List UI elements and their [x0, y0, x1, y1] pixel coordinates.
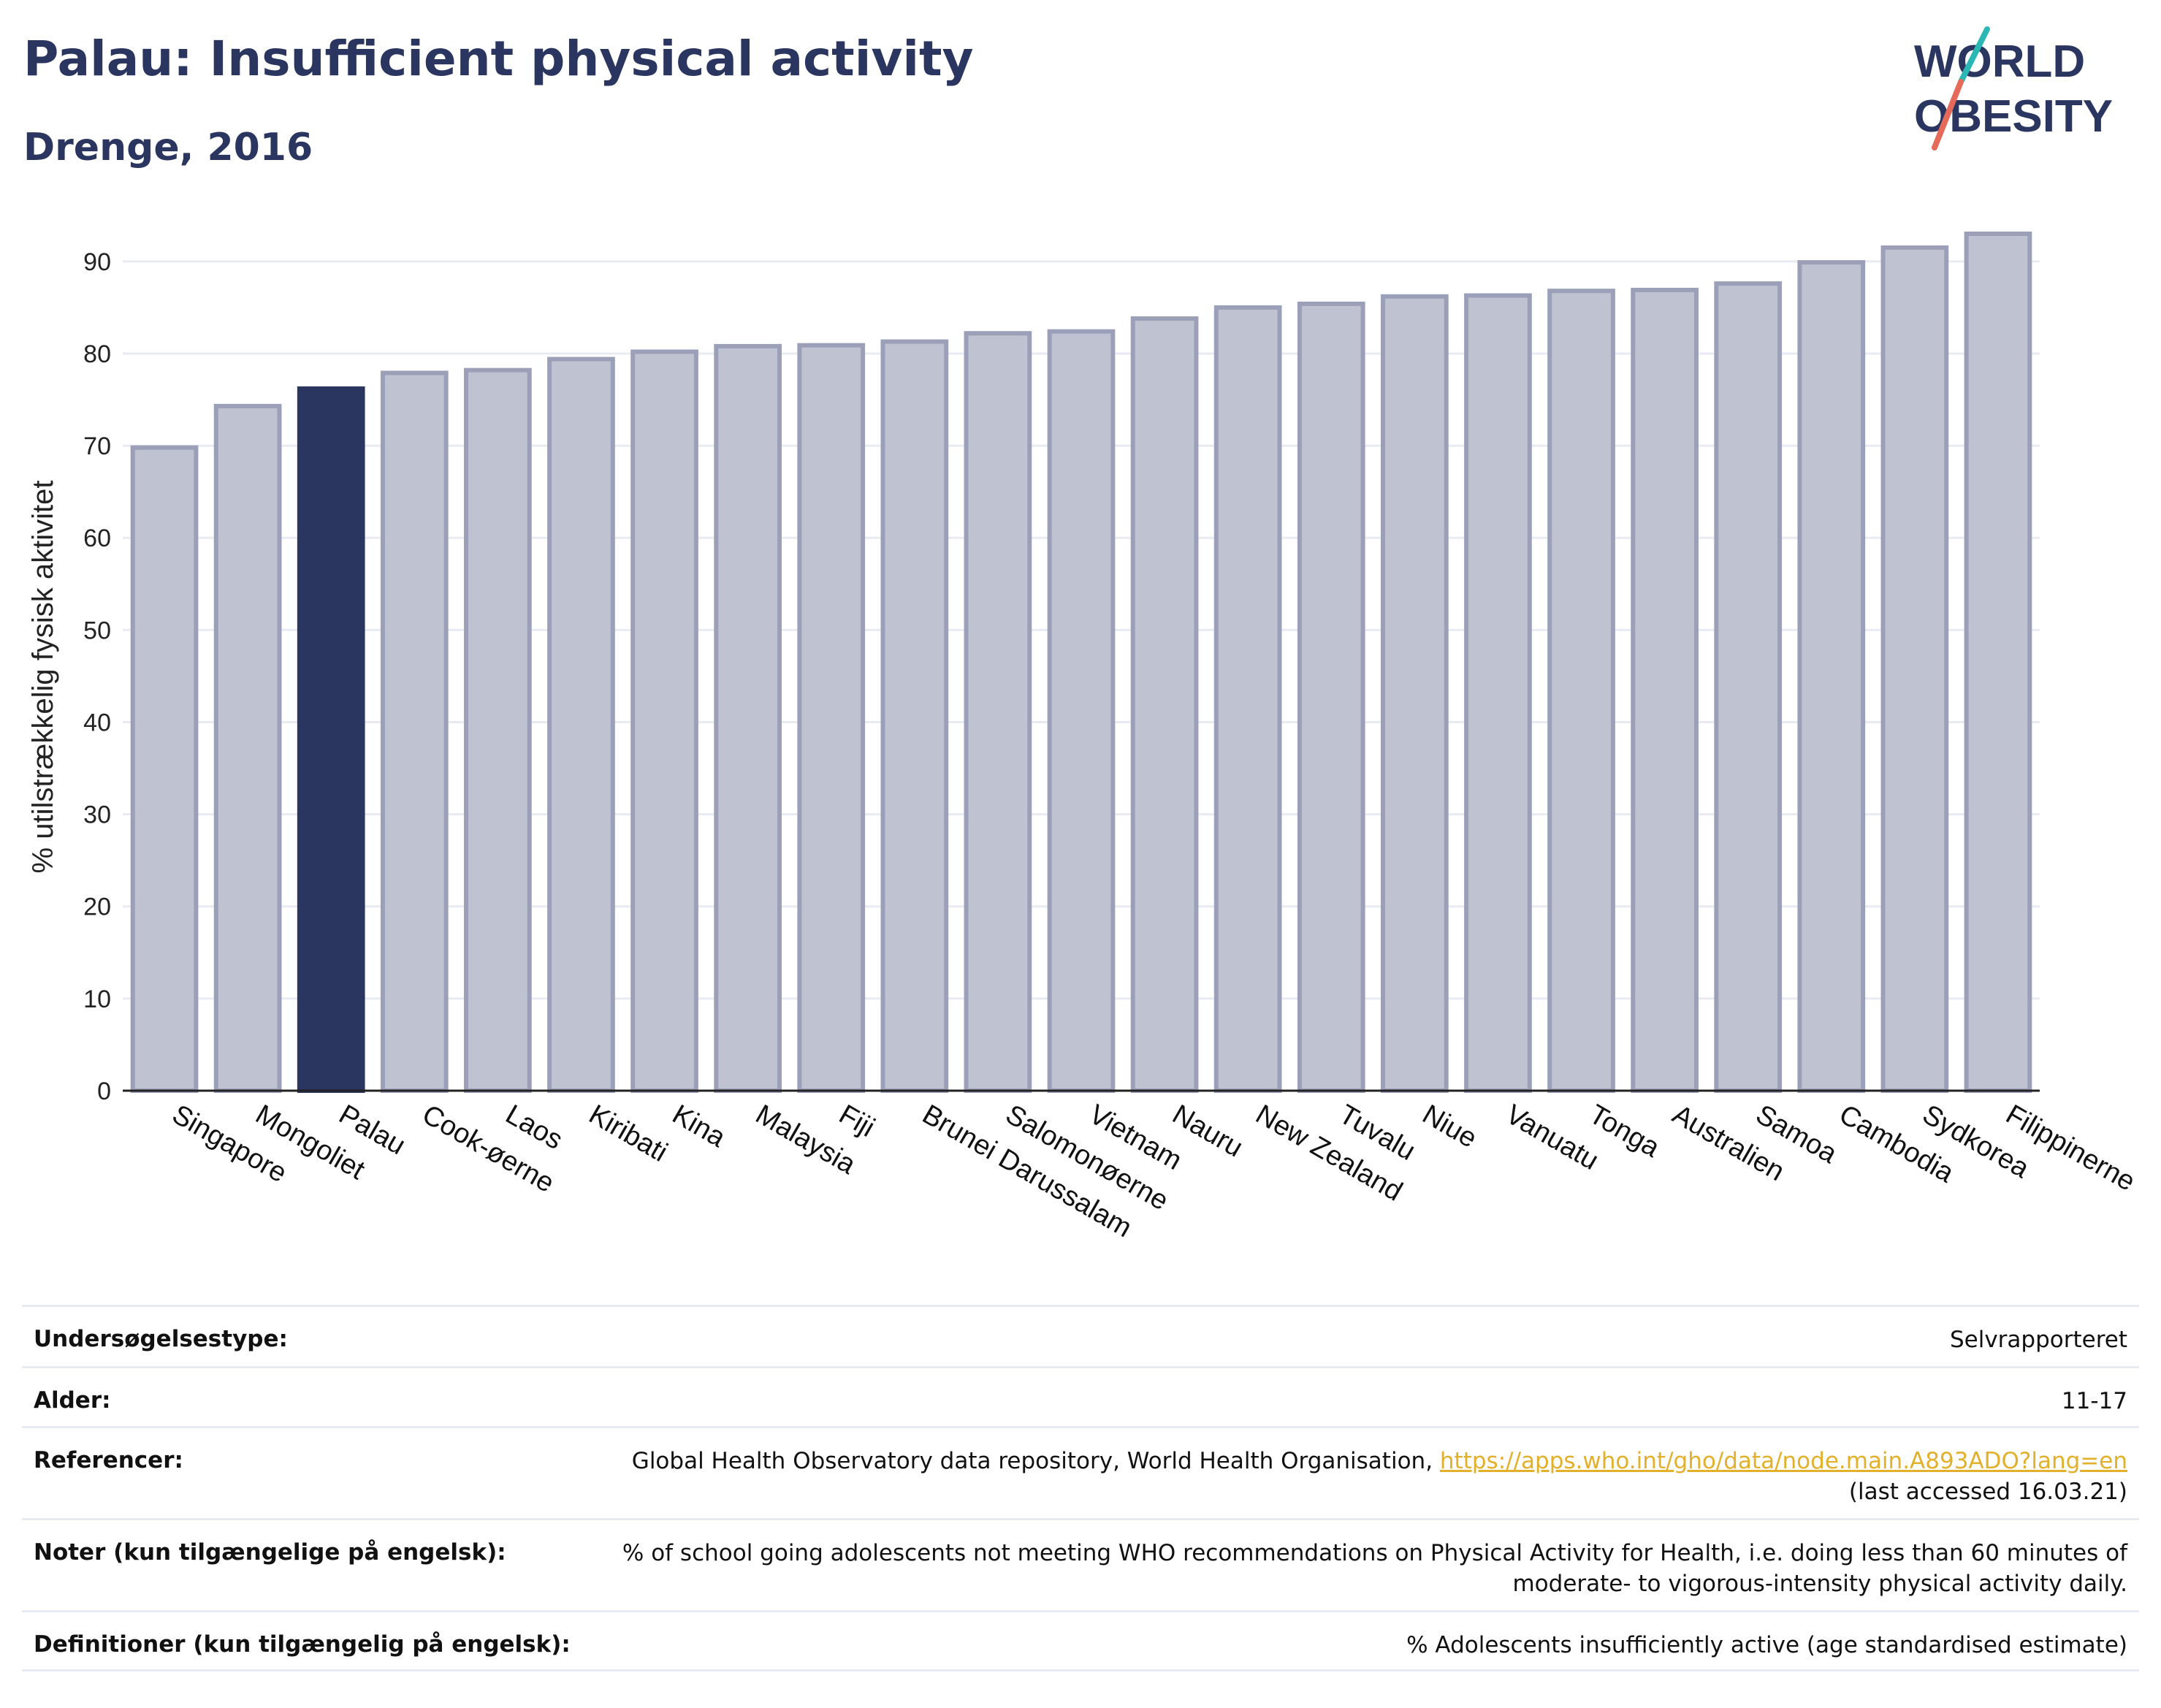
bar: [1714, 281, 1783, 1094]
meta-label: Undersøgelsestype:: [34, 1326, 288, 1352]
bar: [1380, 294, 1449, 1094]
y-tick-label: 30: [83, 801, 111, 829]
y-tick-label: 60: [83, 525, 111, 552]
x-tick-label: Kina: [667, 1099, 731, 1154]
reference-accessed: (last accessed 16.03.21): [1848, 1479, 2127, 1505]
meta-value: 11-17: [2061, 1388, 2127, 1414]
bar: [714, 343, 782, 1093]
metadata-table: Undersøgelsestype: Selvrapporteret Alder…: [22, 1305, 2139, 1671]
y-tick-label: 20: [83, 893, 111, 921]
bar: [1213, 305, 1282, 1094]
meta-label: Noter (kun tilgængelige på engelsk):: [34, 1539, 506, 1566]
x-tick-label: Niue: [1417, 1099, 1482, 1154]
meta-row-references: Referencer: Global Health Observatory da…: [22, 1426, 2139, 1518]
logo-stroke-coral: [1932, 79, 1964, 150]
bar: [630, 349, 698, 1093]
bar: [380, 370, 449, 1093]
meta-row-notes: Noter (kun tilgængelige på engelsk): % o…: [22, 1518, 2139, 1610]
y-tick-label: 10: [83, 985, 111, 1013]
bar-chart: 0102030405060708090SingaporeMongolietPal…: [27, 232, 2141, 1243]
y-tick-label: 80: [83, 340, 111, 368]
meta-row-definitions: Definitioner (kun tilgængelig på engelsk…: [22, 1610, 2139, 1671]
bar: [1130, 316, 1199, 1094]
bar: [1547, 289, 1615, 1094]
bar: [964, 331, 1032, 1093]
x-tick-label: Filippinerne: [2000, 1099, 2140, 1197]
reference-link[interactable]: https://apps.who.int/gho/data/node.main.…: [1439, 1448, 2127, 1474]
meta-row-survey-type: Undersøgelsestype: Selvrapporteret: [22, 1305, 2139, 1366]
bar: [1964, 232, 2032, 1093]
meta-label: Referencer:: [34, 1447, 183, 1473]
bar: [1797, 260, 1866, 1094]
y-axis-title: % utilstrækkelig fysisk aktivitet: [27, 481, 59, 874]
bar: [1047, 329, 1116, 1093]
bar: [1631, 287, 1699, 1093]
logo-line-1: WORLD: [1914, 37, 2085, 87]
meta-value: % of school going adolescents not meetin…: [622, 1540, 2127, 1597]
bar: [464, 367, 532, 1094]
bar: [1297, 301, 1365, 1094]
x-tick-label: Fiji: [834, 1099, 880, 1143]
y-tick-label: 70: [83, 432, 111, 460]
x-tick-label: Kiribati: [584, 1099, 673, 1167]
bar: [797, 343, 866, 1093]
meta-label: Alder:: [34, 1387, 111, 1414]
meta-value: % Adolescents insufficiently active (age…: [1406, 1632, 2127, 1658]
y-tick-label: 40: [83, 709, 111, 736]
bar: [1880, 245, 1949, 1094]
bar: [547, 357, 615, 1094]
bar: [880, 339, 949, 1094]
meta-label: Definitioner (kun tilgængelig på engelsk…: [34, 1631, 571, 1658]
page-title: Palau: Insufficient physical activity: [23, 31, 974, 87]
bar: [130, 445, 199, 1093]
y-tick-label: 0: [97, 1078, 111, 1105]
bar: [213, 403, 282, 1094]
y-tick-label: 50: [83, 617, 111, 644]
bar: [1464, 293, 1532, 1093]
meta-value: Selvrapporteret: [1949, 1327, 2127, 1353]
logo-stroke-teal: [1958, 26, 1990, 85]
reference-text: Global Health Observatory data repositor…: [631, 1448, 1440, 1474]
world-obesity-logo: WORLD OBESITY: [1914, 26, 2113, 150]
x-tick-label: Vanuatu: [1501, 1099, 1604, 1176]
y-tick-label: 90: [83, 248, 111, 276]
meta-value-references: Global Health Observatory data repositor…: [632, 1428, 2127, 1507]
page-subtitle: Drenge, 2016: [23, 126, 313, 169]
meta-row-age: Alder: 11-17: [22, 1366, 2139, 1426]
bar-highlight: [297, 386, 365, 1093]
